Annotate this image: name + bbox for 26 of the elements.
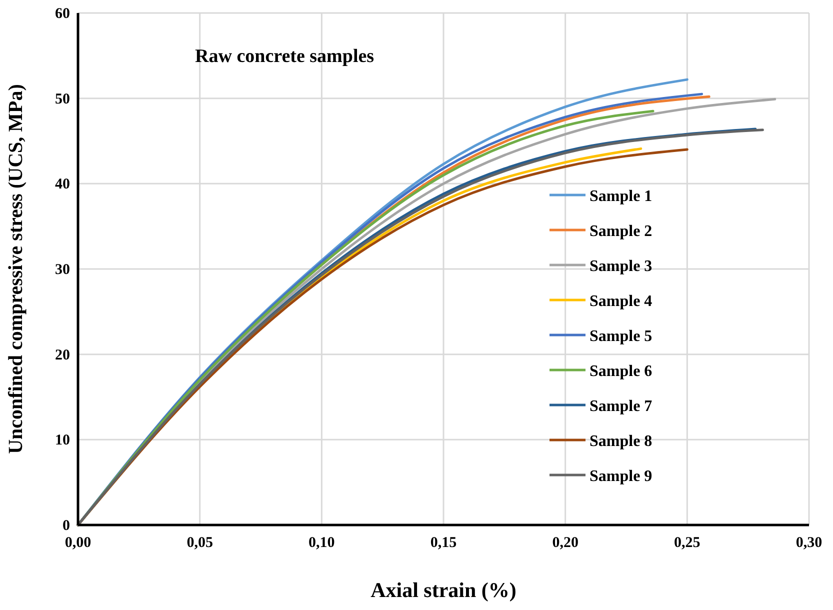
y-tick-label: 0 <box>62 518 70 534</box>
y-tick-label: 10 <box>55 432 70 449</box>
legend-label: Sample 7 <box>589 398 652 415</box>
x-tick-label: 0,10 <box>308 535 335 551</box>
x-tick-label: 0,20 <box>552 535 578 551</box>
legend-label: Sample 4 <box>589 293 652 310</box>
legend-label: Sample 5 <box>589 328 652 345</box>
legend-label: Sample 8 <box>589 433 652 450</box>
y-tick-label: 20 <box>55 347 70 364</box>
y-tick-label: 50 <box>55 91 70 108</box>
y-tick-label: 40 <box>55 176 70 193</box>
x-tick-label: 0,25 <box>674 535 700 551</box>
x-tick-label: 0,05 <box>186 535 213 551</box>
legend-label: Sample 3 <box>589 258 652 275</box>
y-axis-title: Unconfined compressive stress (UCS, MPa) <box>5 84 27 454</box>
legend-label: Sample 1 <box>589 188 652 205</box>
x-tick-label: 0,30 <box>796 535 822 551</box>
legend-label: Sample 2 <box>589 223 652 240</box>
x-tick-label: 0,15 <box>430 535 457 551</box>
y-tick-label: 30 <box>55 262 70 278</box>
x-axis-title: Axial strain (%) <box>370 578 516 602</box>
x-tick-label: 0,00 <box>64 535 92 551</box>
legend-label: Sample 6 <box>589 363 652 380</box>
y-tick-label: 60 <box>55 6 70 22</box>
legend-label: Sample 9 <box>589 468 652 485</box>
text: Raw concrete samples <box>195 46 374 67</box>
